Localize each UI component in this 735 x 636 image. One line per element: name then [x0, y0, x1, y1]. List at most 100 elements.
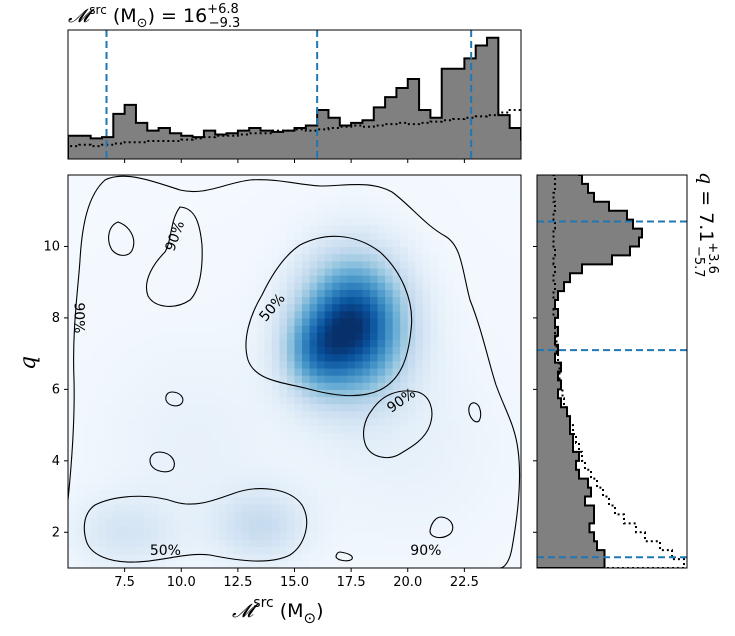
heatmap-cell: [475, 496, 484, 505]
heatmap-cell: [75, 367, 84, 376]
heatmap-cell: [143, 525, 152, 533]
heatmap-cell: [98, 217, 107, 226]
heatmap-cell: [286, 260, 296, 269]
heatmap-cell: [385, 217, 394, 226]
heatmap-cell: [151, 453, 160, 462]
heatmap-cell: [453, 203, 462, 212]
heatmap-cell: [415, 332, 424, 340]
heatmap-cell: [120, 382, 129, 390]
heatmap-cell: [377, 446, 386, 455]
heatmap-cell: [490, 317, 499, 326]
heatmap-cell: [143, 246, 152, 255]
heatmap-cell: [385, 446, 394, 455]
heatmap-cell: [302, 410, 311, 419]
heatmap-cell: [219, 546, 228, 555]
heatmap-cell: [407, 210, 416, 219]
heatmap-cell: [460, 189, 469, 198]
heatmap-cell: [377, 239, 386, 248]
heatmap-cell: [415, 360, 424, 369]
heatmap-cell: [203, 553, 213, 562]
heatmap-cell: [181, 346, 190, 355]
heatmap-cell: [347, 217, 356, 226]
heatmap-cell: [90, 553, 99, 562]
heatmap-cell: [362, 182, 371, 190]
heatmap-cell: [173, 282, 182, 290]
heatmap-cell: [490, 475, 499, 483]
heatmap-cell: [234, 367, 243, 376]
heatmap-cell: [120, 310, 129, 319]
heatmap-cell: [400, 246, 409, 255]
heatmap-cell: [203, 225, 213, 233]
heatmap-cell: [377, 532, 386, 541]
heatmap-cell: [415, 282, 424, 290]
heatmap-cell: [392, 532, 401, 541]
heatmap-cell: [483, 553, 492, 562]
heatmap-cell: [249, 467, 258, 476]
heatmap-cell: [90, 467, 99, 476]
heatmap-cell: [513, 303, 521, 312]
heatmap-cell: [490, 517, 499, 526]
heatmap-cell: [173, 210, 182, 219]
heatmap-cell: [98, 532, 107, 541]
heatmap-cell: [302, 375, 311, 383]
heatmap-cell: [505, 496, 515, 505]
heatmap-cell: [196, 453, 205, 462]
heatmap-cell: [188, 525, 197, 533]
heatmap-cell: [135, 389, 145, 398]
heatmap-cell: [75, 475, 84, 483]
heatmap-cell: [400, 460, 409, 469]
heatmap-cell: [234, 189, 243, 198]
heatmap-cell: [75, 403, 84, 412]
heatmap-cell: [128, 496, 137, 505]
heatmap-cell: [294, 460, 303, 469]
heatmap-cell: [234, 389, 243, 398]
heatmap-cell: [354, 325, 364, 333]
heatmap-cell: [475, 432, 484, 440]
heatmap-cell: [294, 396, 303, 405]
heatmap-cell: [453, 296, 462, 305]
heatmap-cell: [158, 353, 167, 362]
heatmap-cell: [498, 217, 507, 226]
heatmap-cell: [90, 275, 99, 283]
heatmap-cell: [286, 410, 296, 419]
heatmap-cell: [203, 275, 213, 283]
heatmap-cell: [188, 503, 197, 512]
heatmap-cell: [256, 425, 265, 433]
heatmap-cell: [430, 203, 439, 212]
heatmap-cell: [271, 396, 280, 405]
heatmap-cell: [256, 403, 265, 412]
heatmap-cell: [286, 325, 296, 333]
heatmap-cell: [75, 532, 84, 541]
heatmap-cell: [437, 353, 447, 362]
heatmap-cell: [385, 282, 394, 290]
heatmap-cell: [211, 403, 220, 412]
heatmap-cell: [241, 246, 250, 255]
heatmap-cell: [113, 546, 122, 555]
heatmap-cell: [475, 417, 484, 426]
heatmap-cell: [483, 539, 492, 548]
heatmap-cell: [483, 175, 492, 183]
heatmap-cell: [203, 446, 213, 455]
heatmap-cell: [120, 560, 129, 568]
heatmap-cell: [173, 232, 182, 240]
heatmap-cell: [392, 417, 401, 426]
heatmap-cell: [513, 253, 521, 262]
heatmap-cell: [264, 482, 273, 490]
heatmap-cell: [324, 560, 333, 568]
heatmap-cell: [135, 317, 145, 326]
heatmap-cell: [324, 346, 333, 355]
heatmap-cell: [203, 517, 213, 526]
heatmap-cell: [324, 239, 333, 248]
xlabel-sup: src: [253, 595, 273, 611]
heatmap-cell: [249, 303, 258, 312]
heatmap-cell: [173, 425, 182, 433]
heatmap-cell: [105, 517, 114, 526]
heatmap-cell: [143, 353, 152, 362]
heatmap-cell: [279, 432, 288, 440]
heatmap-cell: [264, 360, 273, 369]
heatmap-cell: [400, 225, 409, 233]
heatmap-cell: [173, 246, 182, 255]
title-lower: −9.3: [209, 16, 241, 31]
heatmap-cell: [505, 375, 515, 383]
heatmap-cell: [120, 246, 129, 255]
